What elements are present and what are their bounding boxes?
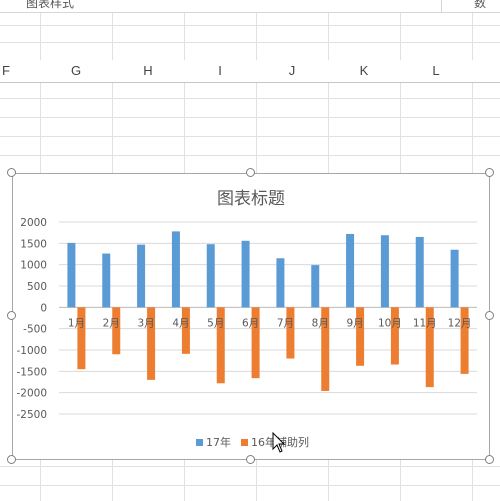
- y-tick-label: -1500: [16, 366, 47, 378]
- column-header-h[interactable]: H: [143, 63, 153, 78]
- bar-17: [241, 240, 250, 308]
- bar-16-aux: [390, 307, 399, 365]
- y-tick-label: -500: [23, 324, 47, 336]
- row-gridline: [0, 466, 500, 467]
- column-header-f[interactable]: F: [2, 63, 10, 78]
- bar-17: [415, 236, 424, 308]
- category-label: 5月: [207, 317, 224, 329]
- column-header-g[interactable]: G: [70, 63, 82, 78]
- category-label: 1月: [68, 317, 85, 329]
- y-tick-label: 1000: [20, 260, 47, 272]
- y-tick-label: 1500: [20, 238, 47, 250]
- category-label: 7月: [277, 317, 294, 329]
- bar-16-aux: [251, 307, 260, 379]
- row-gridline: [0, 485, 500, 486]
- resize-handle-top[interactable]: [246, 168, 255, 177]
- category-label: 4月: [172, 317, 189, 329]
- bar-17: [380, 235, 389, 308]
- legend-label: 17年: [206, 436, 231, 449]
- row-gridline: [0, 136, 500, 137]
- bar-17: [206, 244, 215, 308]
- resize-handle-bottom[interactable]: [246, 455, 255, 464]
- row-gridline: [0, 98, 500, 99]
- y-tick-label: -2500: [16, 409, 47, 421]
- resize-handle-bottom-right[interactable]: [485, 455, 494, 464]
- category-label: 6月: [242, 317, 259, 329]
- chart-legend[interactable]: 17年 16年辅助列: [196, 435, 309, 449]
- resize-handle-left[interactable]: [7, 311, 16, 320]
- resize-handle-right[interactable]: [485, 311, 494, 320]
- column-header-row: F G H I J K L: [0, 60, 500, 83]
- chart-title[interactable]: 图表标题: [217, 189, 285, 209]
- bar-17: [67, 242, 76, 308]
- column-header-l[interactable]: L: [432, 63, 440, 78]
- bar-16-aux: [286, 307, 295, 359]
- legend-item-series-1[interactable]: 17年: [196, 434, 231, 450]
- category-label: 8月: [312, 317, 329, 329]
- bar-17: [137, 244, 146, 308]
- resize-handle-top-right[interactable]: [485, 168, 494, 177]
- bar-16-aux: [181, 307, 190, 354]
- legend-swatch-orange: [241, 438, 248, 446]
- y-tick-label: 2000: [20, 217, 47, 229]
- mouse-pointer-icon: [272, 431, 286, 458]
- category-label: 12月: [448, 317, 472, 329]
- category-label: 11月: [413, 317, 437, 329]
- chart-svg: 2000 1500 1000 500 0 -500 -1000 -1500 -2000 -2500…: [16, 217, 477, 421]
- bar-16-aux: [460, 307, 469, 374]
- bar-16-aux: [147, 307, 156, 380]
- column-header-k[interactable]: K: [359, 63, 369, 78]
- bar-16-aux: [216, 307, 225, 384]
- row-gridline: [0, 155, 500, 156]
- column-header-i[interactable]: I: [218, 63, 222, 78]
- bar-16-aux: [425, 307, 434, 388]
- legend-swatch-blue: [196, 438, 203, 446]
- category-label: 9月: [346, 317, 363, 329]
- bar-17: [102, 253, 111, 308]
- bar-16-aux: [112, 307, 121, 355]
- ribbon-strip: 图表样式 数: [0, 0, 500, 13]
- bar-16-aux: [321, 307, 330, 391]
- row-gridline: [0, 117, 500, 118]
- ribbon-separator: [441, 0, 442, 12]
- column-header-j[interactable]: J: [288, 63, 296, 78]
- bar-17: [346, 233, 355, 308]
- y-tick-label: -1000: [16, 345, 47, 357]
- bar-16-aux: [356, 307, 365, 366]
- bar-17: [171, 231, 180, 308]
- bar-17: [276, 258, 285, 308]
- y-tick-label: 0: [40, 302, 47, 314]
- resize-handle-bottom-left[interactable]: [7, 455, 16, 464]
- category-label: 3月: [137, 317, 154, 329]
- chart-styles-label[interactable]: 图表样式: [26, 0, 75, 10]
- bar-16-aux: [77, 307, 86, 370]
- bar-17: [311, 265, 320, 308]
- row-gridline: [0, 25, 500, 26]
- resize-handle-top-left[interactable]: [7, 168, 16, 177]
- chart-area[interactable]: 图表标题 2000 1500 1000 500 0 -500 -1000 -1500 -2000…: [12, 173, 490, 460]
- y-tick-label: -2000: [16, 388, 47, 400]
- bar-17: [450, 249, 459, 308]
- category-label: 10月: [378, 317, 402, 329]
- y-tick-label: 500: [27, 281, 47, 293]
- category-label: 2月: [103, 317, 120, 329]
- row-gridline: [0, 42, 500, 43]
- data-group-label[interactable]: 数: [474, 0, 487, 10]
